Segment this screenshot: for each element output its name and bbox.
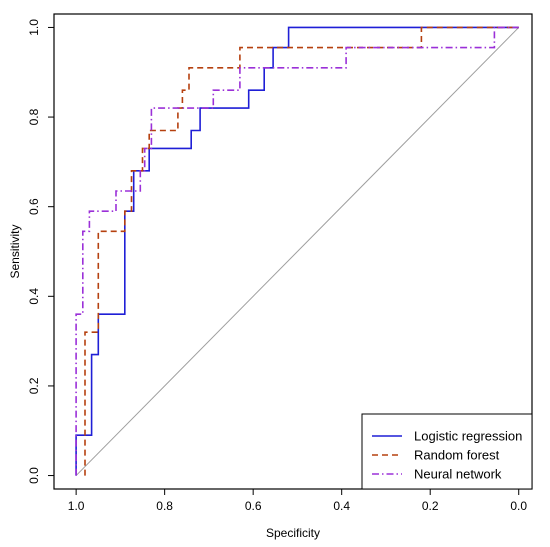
x-tick-label: 0.8 bbox=[156, 499, 173, 513]
y-tick-label: 0.2 bbox=[27, 377, 41, 394]
x-tick-label: 1.0 bbox=[68, 499, 85, 513]
y-tick-label: 0.4 bbox=[27, 288, 41, 305]
x-axis-title: Specificity bbox=[266, 526, 320, 540]
series-line-neural-network bbox=[75, 26, 519, 476]
x-tick-label: 0.6 bbox=[245, 499, 262, 513]
x-axis: 1.0 0.8 0.6 0.4 0.2 0.0 bbox=[68, 489, 527, 513]
y-axis-title: Sensitivity bbox=[8, 224, 22, 278]
y-tick-label: 0.0 bbox=[27, 467, 41, 484]
legend: Logistic regression Random forest Neural n… bbox=[361, 413, 533, 490]
y-tick-label: 1.0 bbox=[27, 19, 41, 36]
reference-diagonal-line bbox=[75, 27, 520, 476]
legend-label: Neural network bbox=[414, 467, 502, 482]
legend-label: Random forest bbox=[414, 448, 500, 463]
series-line-random-forest bbox=[84, 26, 519, 476]
series-layer bbox=[75, 26, 519, 476]
y-axis: 0.0 0.2 0.4 0.6 0.8 1.0 bbox=[27, 19, 54, 484]
x-tick-label: 0.0 bbox=[510, 499, 527, 513]
y-tick-label: 0.6 bbox=[27, 198, 41, 215]
x-tick-label: 0.2 bbox=[422, 499, 439, 513]
reference-diagonal-layer bbox=[75, 27, 520, 476]
plot-frame bbox=[53, 13, 533, 490]
y-tick-label: 0.8 bbox=[27, 108, 41, 125]
legend-box bbox=[361, 413, 533, 490]
legend-label: Logistic regression bbox=[414, 429, 522, 444]
x-tick-label: 0.4 bbox=[333, 499, 350, 513]
